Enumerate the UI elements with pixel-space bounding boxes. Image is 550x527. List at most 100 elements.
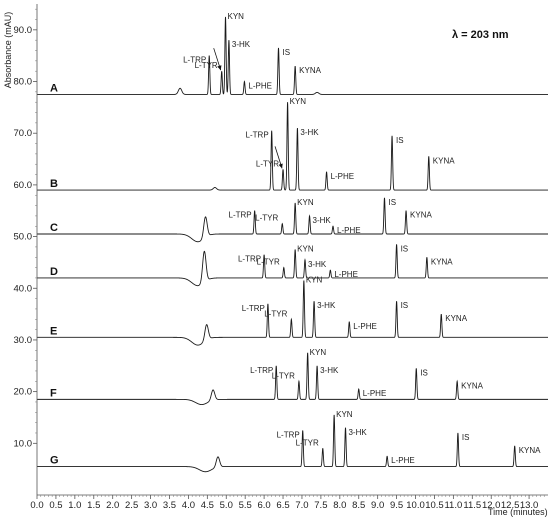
peak-label: KYN (336, 410, 353, 419)
trace-line-G (37, 414, 548, 473)
x-tick-label: 1.0 (68, 500, 81, 511)
peak-label: KYN (297, 245, 314, 254)
x-tick-label: 10.0 (406, 500, 425, 511)
x-tick-label: 11.0 (444, 500, 462, 511)
trace-label-A: A (50, 82, 58, 94)
x-tick-label: 10.5 (425, 500, 444, 511)
peak-label: L-TYR (256, 159, 279, 168)
peak-label: IS (401, 301, 409, 310)
x-tick-label: 9.5 (390, 500, 403, 511)
x-tick-label: 8.5 (352, 500, 365, 511)
label-group: AL-TRPL-TYRKYN3-HKL-PHEISKYNABL-TRPL-TYR… (50, 12, 541, 467)
trace-line-E (37, 280, 548, 346)
trace-label-C: C (50, 222, 58, 234)
trace-label-D: D (50, 266, 58, 278)
y-tick-label: 60.0 (14, 180, 33, 191)
y-tick-label: 90.0 (14, 25, 33, 36)
peak-label: L-PHE (353, 322, 377, 331)
trace-label-G: G (50, 455, 59, 467)
peak-label: KYN (290, 97, 307, 106)
x-tick-label: 4.0 (182, 500, 195, 511)
axes-group: 0.0 0.5 1.0 1.5 2.0 2.5 3.0 3.5 4.0 4.5 5.0 5.5 6.0 6… (14, 4, 548, 511)
peak-label: 3-HK (317, 301, 336, 310)
x-tick-label: 0.0 (30, 500, 43, 511)
peak-label: KYNA (433, 156, 455, 165)
x-tick-label: 12.5 (501, 500, 520, 511)
peak-label: IS (388, 198, 396, 207)
trace-line-B (37, 102, 548, 191)
peak-label: L-TYR (257, 258, 280, 267)
peak-label: L-PHE (334, 270, 358, 279)
x-axis-title: Time (minutes) (488, 507, 548, 517)
peak-label: L-PHE (248, 82, 272, 91)
peak-label: 3-HK (313, 216, 332, 225)
x-tick-label: 7.5 (314, 500, 327, 511)
peak-label: KYN (228, 12, 245, 21)
peak-label: KYNA (461, 381, 483, 390)
peak-label: 3-HK (232, 40, 251, 49)
trace-line-F (37, 352, 548, 405)
peak-label: L-TRP (242, 304, 265, 313)
trace-line-D (37, 244, 548, 287)
y-tick-label: 10.0 (14, 438, 33, 449)
x-tick-label: 3.0 (144, 500, 157, 511)
peak-label: L-TRP (277, 430, 300, 439)
y-tick-label: 80.0 (14, 77, 33, 88)
peak-label: L-TRP (229, 211, 252, 220)
x-tick-label: 6.0 (258, 500, 271, 511)
x-tick-label: 8.0 (333, 500, 346, 511)
peak-label: L-TYR (255, 214, 278, 223)
peak-label: KYNA (410, 211, 432, 220)
peak-label: L-PHE (337, 226, 361, 235)
peak-label: KYN (306, 276, 323, 285)
x-tick-label: 4.5 (201, 500, 214, 511)
trace-label-F: F (50, 387, 57, 399)
peak-label: IS (282, 48, 290, 57)
x-tick-label: 0.5 (49, 500, 62, 511)
peak-label: L-TRP (250, 366, 273, 375)
x-tick-label: 5.0 (220, 500, 233, 511)
peak-label: 3-HK (308, 260, 327, 269)
chart-title: λ = 203 nm (452, 29, 509, 41)
peak-label: L-TYR (272, 371, 295, 380)
peak-label: L-TYR (296, 438, 319, 447)
peak-label: 3-HK (300, 128, 319, 137)
peak-label: KYNA (431, 257, 453, 266)
x-tick-label: 5.5 (239, 500, 252, 511)
trace-label-B: B (50, 178, 58, 190)
peak-label: IS (462, 433, 470, 442)
trace-label-E: E (50, 325, 57, 337)
peak-label: IS (420, 368, 428, 377)
peak-label: 3-HK (348, 428, 367, 437)
y-tick-label: 20.0 (14, 387, 33, 398)
peak-label: KYN (297, 198, 314, 207)
x-tick-label: 1.5 (87, 500, 100, 511)
peak-label: L-PHE (331, 172, 355, 181)
y-axis-title: Absorbance (mAU) (3, 12, 13, 89)
y-tick-label: 70.0 (14, 128, 33, 139)
peak-label: KYNA (299, 66, 321, 75)
y-tick-label: 50.0 (14, 232, 33, 243)
y-tick-label: 30.0 (14, 335, 33, 346)
trace-line-C (37, 197, 548, 243)
peak-label: L-TYR (195, 61, 218, 70)
arrow-head (278, 163, 283, 169)
x-tick-label: 6.5 (276, 500, 289, 511)
x-tick-label: 2.5 (125, 500, 138, 511)
x-tick-label: 13.0 (520, 500, 539, 511)
peak-label: L-TYR (264, 309, 287, 318)
peak-label: L-PHE (391, 456, 415, 465)
x-tick-label: 3.5 (163, 500, 176, 511)
peak-label: KYNA (519, 446, 541, 455)
x-tick-label: 9.0 (371, 500, 384, 511)
x-tick-label: 7.0 (295, 500, 308, 511)
peak-label: KYN (310, 348, 327, 357)
peak-label: KYNA (445, 314, 467, 323)
y-tick-label: 40.0 (14, 283, 33, 294)
x-tick-label: 12.0 (482, 500, 501, 511)
peak-label: 3-HK (320, 366, 339, 375)
peak-label: L-PHE (363, 389, 387, 398)
x-tick-label: 11.5 (463, 500, 481, 511)
